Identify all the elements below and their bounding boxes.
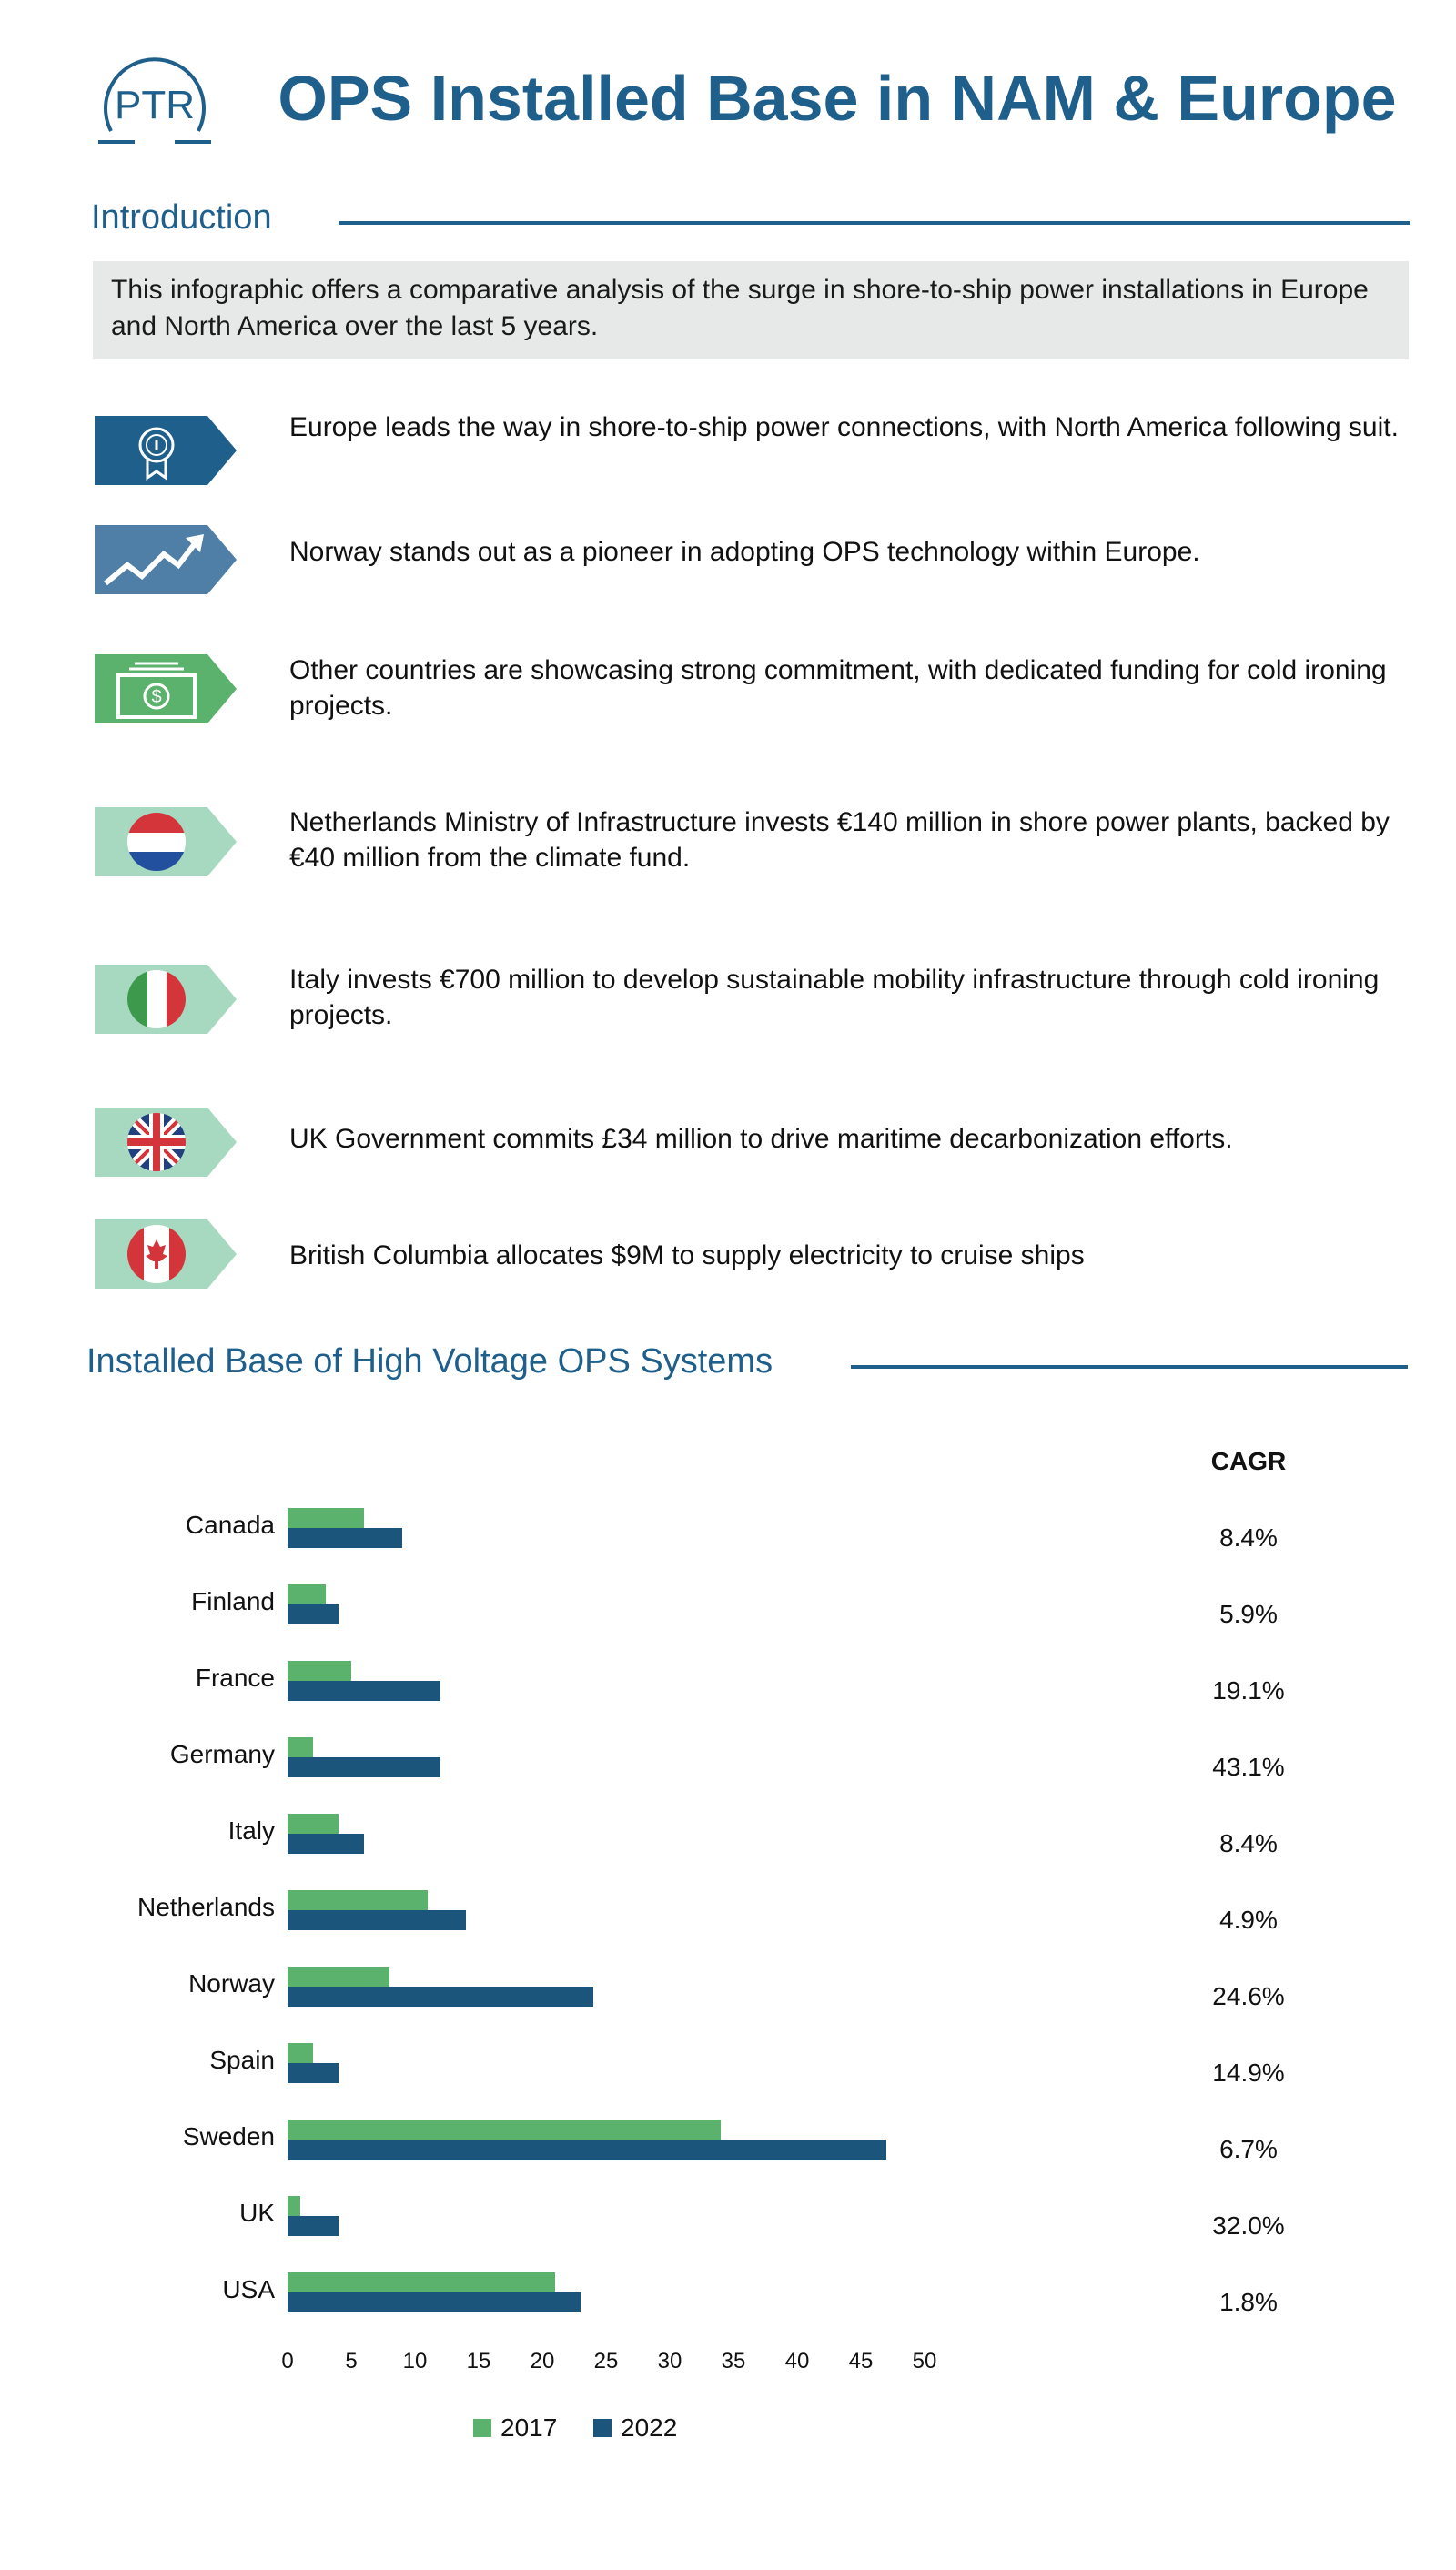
x-tick-label: 45 <box>849 2349 874 2373</box>
legend-swatch-2022 <box>593 2419 612 2437</box>
point-text: Norway stands out as a pioneer in adopti… <box>289 537 1200 567</box>
bar-2022-sweden <box>288 2140 886 2160</box>
bar-2022-italy <box>288 1834 364 1854</box>
x-tick-label: 50 <box>913 2349 937 2373</box>
money-icon: $ <box>95 654 237 723</box>
bar-2022-uk <box>288 2216 339 2236</box>
bar-chart: CAGR Canada 8.4% Finland 5.9% France 19.1% Ger… <box>137 1447 1286 2442</box>
italy-flag-icon <box>95 965 237 1034</box>
uk-flag-icon <box>95 1108 237 1177</box>
category-label: Germany <box>170 1740 275 1768</box>
ptr-logo: PTR <box>98 57 211 144</box>
intro-divider <box>339 221 1410 225</box>
cagr-value: 1.8% <box>1219 2288 1278 2316</box>
cagr-value: 14.9% <box>1212 2059 1284 2087</box>
category-label: Netherlands <box>137 1893 275 1921</box>
bar-2022-germany <box>288 1757 440 1777</box>
category-label: UK <box>239 2199 275 2227</box>
bar-2022-norway <box>288 1987 593 2007</box>
bar-2017-netherlands <box>288 1890 428 1910</box>
bar-2017-finland <box>288 1584 326 1604</box>
bar-2022-spain <box>288 2063 339 2083</box>
category-label: Spain <box>209 2046 275 2074</box>
svg-text:PTR: PTR <box>115 83 195 127</box>
netherlands-flag-icon <box>95 807 237 876</box>
category-label: Canada <box>186 1511 276 1539</box>
bar-2017-germany <box>288 1737 313 1757</box>
award-icon <box>95 416 237 485</box>
point-text: Other countries are showcasing strong co… <box>289 655 1387 721</box>
bar-2017-sweden <box>288 2120 721 2140</box>
category-label: France <box>196 1664 275 1692</box>
intro-body: This infographic offers a comparative an… <box>93 261 1409 359</box>
intro-heading: Introduction <box>91 198 272 237</box>
canada-flag-icon <box>95 1219 237 1289</box>
x-tick-label: 20 <box>531 2349 555 2373</box>
cagr-value: 32.0% <box>1212 2211 1284 2240</box>
legend-swatch-2017 <box>473 2419 491 2437</box>
category-label: Sweden <box>183 2122 275 2150</box>
category-label: Norway <box>188 1969 275 1998</box>
cagr-value: 8.4% <box>1219 1523 1278 1552</box>
x-tick-label: 15 <box>467 2349 491 2373</box>
x-tick-label: 30 <box>658 2349 682 2373</box>
trend-up-icon <box>95 525 237 594</box>
cagr-value: 19.1% <box>1212 1676 1284 1705</box>
page-title: OPS Installed Base in NAM & Europe <box>278 63 1397 134</box>
cagr-value: 24.6% <box>1212 1982 1284 2010</box>
x-tick-label: 25 <box>594 2349 619 2373</box>
point-text: UK Government commits £34 million to dri… <box>289 1124 1233 1154</box>
bar-2022-canada <box>288 1528 402 1548</box>
bar-2017-spain <box>288 2043 313 2063</box>
bar-2022-usa <box>288 2292 581 2312</box>
x-tick-label: 35 <box>722 2349 746 2373</box>
cagr-value: 5.9% <box>1219 1600 1278 1628</box>
bar-2017-italy <box>288 1814 339 1834</box>
point-text: Europe leads the way in shore-to-ship po… <box>289 412 1399 442</box>
x-tick-label: 0 <box>281 2349 293 2373</box>
legend-label: 2022 <box>621 2413 677 2442</box>
category-label: USA <box>222 2275 275 2303</box>
category-label: Italy <box>228 1816 275 1845</box>
bar-2022-netherlands <box>288 1910 466 1930</box>
x-tick-label: 5 <box>345 2349 357 2373</box>
cagr-value: 6.7% <box>1219 2135 1278 2163</box>
x-tick-label: 40 <box>785 2349 810 2373</box>
bar-2022-france <box>288 1681 440 1701</box>
cagr-header: CAGR <box>1211 1447 1286 1475</box>
chart-title: Installed Base of High Voltage OPS Syste… <box>86 1342 774 1381</box>
bar-2022-finland <box>288 1604 339 1624</box>
point-text: British Columbia allocates $9M to supply… <box>289 1240 1085 1270</box>
point-text: Netherlands Ministry of Infrastructure i… <box>289 807 1390 873</box>
bar-2017-uk <box>288 2196 300 2216</box>
cagr-value: 4.9% <box>1219 1906 1278 1934</box>
point-text: Italy invests €700 million to develop su… <box>289 965 1380 1030</box>
cagr-value: 43.1% <box>1212 1753 1284 1781</box>
chart-divider <box>851 1365 1408 1369</box>
cagr-value: 8.4% <box>1219 1829 1278 1857</box>
bar-2017-norway <box>288 1967 389 1987</box>
x-tick-label: 10 <box>403 2349 428 2373</box>
bar-2017-canada <box>288 1508 364 1528</box>
category-label: Finland <box>191 1587 275 1615</box>
bar-2017-usa <box>288 2272 555 2292</box>
legend-label: 2017 <box>500 2413 557 2442</box>
bar-2017-france <box>288 1661 351 1681</box>
svg-text:$: $ <box>151 687 161 707</box>
